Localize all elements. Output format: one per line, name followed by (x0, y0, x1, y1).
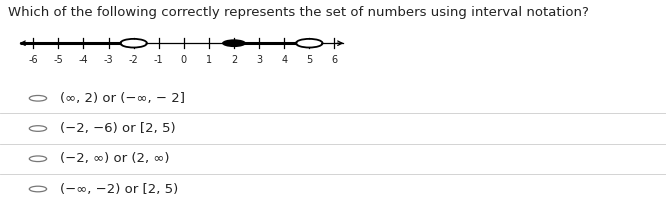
Text: 4: 4 (281, 55, 287, 65)
Circle shape (222, 39, 246, 47)
Text: -3: -3 (104, 55, 113, 65)
Text: -2: -2 (129, 55, 139, 65)
Text: 5: 5 (306, 55, 312, 65)
Text: 2: 2 (231, 55, 237, 65)
Text: 1: 1 (206, 55, 212, 65)
Text: (−2, −6) or [2, 5): (−2, −6) or [2, 5) (60, 122, 176, 135)
Text: 6: 6 (331, 55, 338, 65)
Text: -1: -1 (154, 55, 164, 65)
Text: -4: -4 (79, 55, 89, 65)
Circle shape (122, 39, 146, 47)
Text: 3: 3 (256, 55, 262, 65)
Text: -6: -6 (29, 55, 38, 65)
Text: 0: 0 (180, 55, 187, 65)
Circle shape (297, 39, 321, 47)
Text: (−2, ∞) or (2, ∞): (−2, ∞) or (2, ∞) (60, 152, 169, 165)
Text: -5: -5 (53, 55, 63, 65)
Text: Which of the following correctly represents the set of numbers using interval no: Which of the following correctly represe… (8, 6, 589, 19)
Text: (−∞, −2) or [2, 5): (−∞, −2) or [2, 5) (60, 183, 178, 195)
Text: (∞, 2) or (−∞, − 2]: (∞, 2) or (−∞, − 2] (60, 92, 185, 105)
